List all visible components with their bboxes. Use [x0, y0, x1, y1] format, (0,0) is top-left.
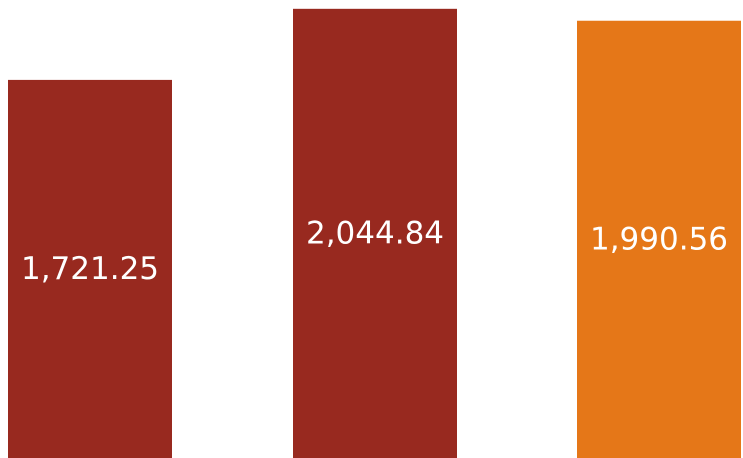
- bar-value-label-3: 1,990.56: [590, 221, 728, 257]
- bar-value-label-1: 1,721.25: [21, 251, 159, 287]
- bar-value-label-2: 2,044.84: [306, 215, 444, 251]
